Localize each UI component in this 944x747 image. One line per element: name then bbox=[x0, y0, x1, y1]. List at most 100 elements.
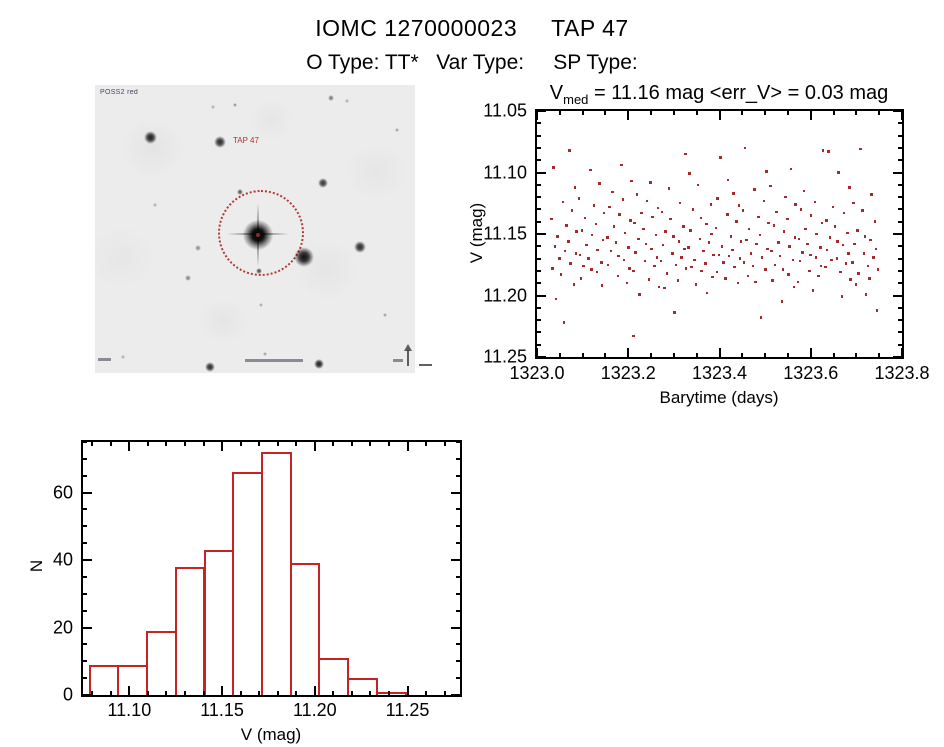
axis-tick bbox=[369, 691, 372, 695]
scatter-point bbox=[618, 213, 621, 216]
scatter-point bbox=[633, 221, 636, 225]
scatter-point bbox=[661, 243, 665, 247]
scatter-point bbox=[688, 172, 691, 175]
axis-tick bbox=[258, 442, 261, 446]
scatter-point bbox=[600, 284, 604, 287]
scatter-point bbox=[765, 170, 768, 173]
scatter-point bbox=[620, 163, 623, 167]
axis-tick bbox=[672, 353, 675, 357]
axis-tick bbox=[581, 111, 584, 115]
x-tick-label: 1323.0 bbox=[509, 363, 565, 383]
scatter-point bbox=[875, 309, 879, 312]
scatter-point bbox=[568, 149, 571, 152]
axis-tick bbox=[558, 353, 561, 357]
star bbox=[121, 355, 125, 359]
scatter-point bbox=[819, 246, 822, 249]
north-arrow-icon bbox=[407, 350, 409, 366]
axis-tick bbox=[83, 525, 87, 528]
scatter-point bbox=[719, 156, 722, 159]
scatter-point bbox=[787, 273, 790, 276]
scatter-point bbox=[869, 238, 872, 242]
target-label: TAP 47 bbox=[233, 136, 259, 145]
scatter-point bbox=[630, 179, 633, 183]
scatter-point bbox=[741, 209, 745, 212]
scatter-point bbox=[864, 293, 868, 296]
axis-tick bbox=[221, 686, 224, 695]
scatter-point bbox=[638, 293, 641, 296]
scatter-point bbox=[760, 256, 764, 259]
axis-tick bbox=[456, 508, 460, 511]
scatter-point bbox=[684, 267, 688, 270]
lightcurve-y-tick-labels: 11.05 11.10 11.15 11.20 11.25 bbox=[470, 101, 532, 367]
scatter-point bbox=[578, 253, 582, 257]
scatter-point bbox=[856, 229, 859, 232]
scatter-point bbox=[788, 245, 791, 248]
axis-tick bbox=[350, 691, 353, 695]
axis-tick bbox=[83, 474, 87, 477]
scatter-point bbox=[799, 208, 803, 211]
axis-tick bbox=[202, 691, 205, 695]
y-tick-label: 60 bbox=[52, 482, 73, 503]
scatter-point bbox=[870, 193, 873, 196]
x-tick-label: 1323.8 bbox=[874, 363, 930, 383]
scatter-point bbox=[746, 274, 750, 278]
scatter-point bbox=[743, 146, 747, 150]
axis-tick bbox=[893, 356, 902, 358]
star bbox=[313, 358, 325, 370]
scatter-point bbox=[585, 243, 588, 247]
axis-tick bbox=[456, 677, 460, 680]
scatter-point bbox=[691, 208, 695, 211]
scatter-point bbox=[781, 268, 785, 271]
axis-tick bbox=[387, 691, 390, 695]
scatter-point bbox=[726, 213, 729, 216]
scatter-point bbox=[821, 149, 825, 152]
axis-tick bbox=[456, 643, 460, 646]
axis-tick bbox=[898, 196, 902, 199]
axis-tick bbox=[855, 353, 858, 357]
scatter-point bbox=[682, 225, 685, 228]
axis-tick bbox=[128, 686, 131, 695]
scatter-point bbox=[754, 280, 757, 284]
scatter-point bbox=[689, 229, 692, 232]
axis-tick bbox=[456, 592, 460, 595]
axis-tick bbox=[537, 331, 541, 334]
scatter-point bbox=[575, 230, 578, 233]
scatter-point bbox=[609, 249, 613, 253]
axis-tick bbox=[443, 442, 446, 446]
scatter-point bbox=[622, 258, 626, 262]
histogram-bar bbox=[289, 563, 321, 695]
scatter-point bbox=[827, 150, 830, 153]
scatter-point bbox=[775, 210, 778, 214]
histogram-bar bbox=[232, 472, 263, 695]
x-tick-label: 1323.2 bbox=[600, 363, 656, 383]
axis-tick bbox=[898, 146, 902, 149]
scatter-point bbox=[782, 230, 786, 233]
histogram-bar bbox=[375, 691, 407, 695]
scatter-point bbox=[714, 226, 718, 230]
scatter-point bbox=[594, 222, 598, 226]
scatter-point bbox=[587, 257, 590, 260]
axis-tick bbox=[604, 111, 607, 115]
axis-tick bbox=[893, 110, 902, 112]
axis-tick bbox=[183, 442, 186, 446]
scatter-point bbox=[674, 263, 678, 267]
scatter-point bbox=[565, 224, 568, 227]
scatter-point bbox=[598, 182, 601, 185]
scatter-point bbox=[621, 198, 625, 201]
lightcurve-title-sub: med bbox=[563, 92, 589, 107]
histogram-bar bbox=[260, 452, 292, 695]
scatter-point bbox=[773, 263, 777, 267]
scatter-point bbox=[664, 230, 667, 233]
scatter-point bbox=[656, 206, 660, 210]
star bbox=[258, 302, 264, 308]
axis-tick bbox=[537, 282, 541, 285]
star bbox=[211, 105, 215, 109]
scatter-point bbox=[770, 249, 773, 253]
scatter-point bbox=[590, 268, 593, 271]
axis-tick bbox=[898, 159, 902, 162]
axis-tick bbox=[901, 111, 903, 120]
axis-tick bbox=[537, 159, 541, 162]
scatter-point bbox=[669, 217, 672, 221]
scatter-point bbox=[857, 272, 860, 275]
axis-tick bbox=[537, 245, 541, 248]
